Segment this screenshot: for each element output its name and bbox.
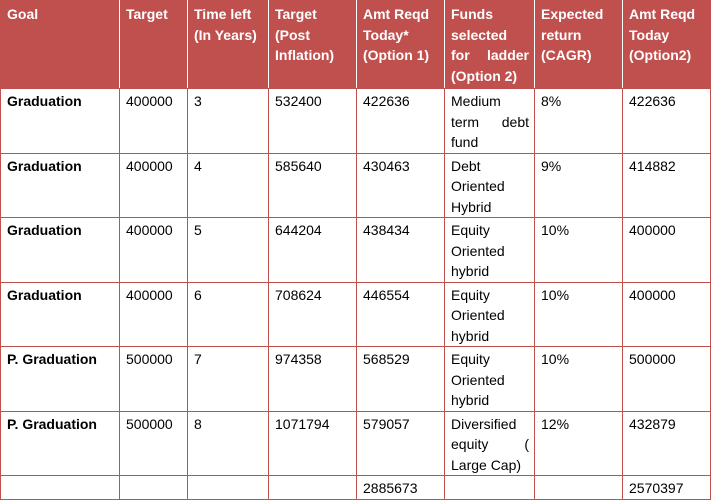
- totals-row: 2885673 2570397: [0, 475, 711, 500]
- table-row: Graduation 400000 6 708624 446554 Equity…: [0, 281, 711, 347]
- cell-time-left: 3: [187, 88, 269, 154]
- header-amt-reqd-option2: Amt Reqd Today (Option2): [622, 0, 711, 89]
- cell-amt-option2: 414882: [622, 152, 711, 218]
- table-row: Graduation 400000 4 585640 430463 Debt O…: [0, 152, 711, 218]
- cell-amt-option2: 400000: [622, 281, 711, 347]
- cell-target-post-inflation: 1071794: [268, 410, 357, 476]
- cell-funds: Equity Oriented hybrid: [444, 281, 535, 347]
- cell-cagr: 12%: [534, 410, 623, 476]
- cell-amt-option1: 568529: [356, 346, 445, 412]
- table-header: Goal Target Time left (In Years) Target …: [0, 0, 711, 89]
- cell-amt-option1: 438434: [356, 217, 445, 283]
- cell-amt-option1: 446554: [356, 281, 445, 347]
- cell-target: 500000: [119, 346, 188, 412]
- cell-time-left: 5: [187, 217, 269, 283]
- cell-target-post-inflation: 974358: [268, 346, 357, 412]
- cell-cagr: 10%: [534, 281, 623, 347]
- cell-target-post-inflation: 585640: [268, 152, 357, 218]
- cell-target-post-inflation: 532400: [268, 88, 357, 154]
- cell-amt-option2: 432879: [622, 410, 711, 476]
- cell-goal: Graduation: [0, 217, 120, 283]
- cell-amt-option2: 500000: [622, 346, 711, 412]
- cell-amt-option1: 579057: [356, 410, 445, 476]
- cell-cagr: 8%: [534, 88, 623, 154]
- cell-cagr: 10%: [534, 217, 623, 283]
- header-goal: Goal: [0, 0, 120, 89]
- cell-target: 400000: [119, 281, 188, 347]
- cell-amt-option1: 430463: [356, 152, 445, 218]
- header-expected-return: Expected return (CAGR): [534, 0, 623, 89]
- cell-target: 500000: [119, 410, 188, 476]
- cell-goal: Graduation: [0, 281, 120, 347]
- cell-funds: Debt Oriented Hybrid: [444, 152, 535, 218]
- header-row: Goal Target Time left (In Years) Target …: [0, 0, 711, 89]
- header-amt-reqd-option1: Amt Reqd Today* (Option 1): [356, 0, 445, 89]
- cell-amt-option2: 422636: [622, 88, 711, 154]
- total-amt-option1: 2885673: [356, 475, 445, 500]
- total-amt-option2: 2570397: [622, 475, 711, 500]
- cell-target: 400000: [119, 152, 188, 218]
- cell-goal: P. Graduation: [0, 410, 120, 476]
- cell-empty: [534, 475, 623, 500]
- cell-cagr: 9%: [534, 152, 623, 218]
- cell-empty: [268, 475, 357, 500]
- cell-empty: [0, 475, 120, 500]
- table-body: Graduation 400000 3 532400 422636 Medium…: [0, 88, 711, 500]
- cell-empty: [444, 475, 535, 500]
- table-row: P. Graduation 500000 7 974358 568529 Equ…: [0, 346, 711, 412]
- cell-target-post-inflation: 708624: [268, 281, 357, 347]
- cell-time-left: 7: [187, 346, 269, 412]
- header-target: Target: [119, 0, 188, 89]
- cell-empty: [119, 475, 188, 500]
- cell-funds: Medium term debt fund: [444, 88, 535, 154]
- cell-time-left: 8: [187, 410, 269, 476]
- cell-cagr: 10%: [534, 346, 623, 412]
- cell-target: 400000: [119, 217, 188, 283]
- cell-target-post-inflation: 644204: [268, 217, 357, 283]
- cell-funds: Equity Oriented hybrid: [444, 346, 535, 412]
- header-target-post-inflation: Target (Post Inflation): [268, 0, 357, 89]
- cell-time-left: 4: [187, 152, 269, 218]
- header-time-left: Time left (In Years): [187, 0, 269, 89]
- cell-empty: [187, 475, 269, 500]
- table-row: Graduation 400000 3 532400 422636 Medium…: [0, 88, 711, 154]
- cell-amt-option2: 400000: [622, 217, 711, 283]
- cell-target: 400000: [119, 88, 188, 154]
- cell-goal: Graduation: [0, 88, 120, 154]
- header-funds-selected: Funds selected for ladder (Option 2): [444, 0, 535, 89]
- table-row: Graduation 400000 5 644204 438434 Equity…: [0, 217, 711, 283]
- cell-goal: Graduation: [0, 152, 120, 218]
- cell-funds: Diversified equity ( Large Cap): [444, 410, 535, 476]
- table-row: P. Graduation 500000 8 1071794 579057 Di…: [0, 410, 711, 476]
- cell-time-left: 6: [187, 281, 269, 347]
- cell-funds: Equity Oriented hybrid: [444, 217, 535, 283]
- cell-amt-option1: 422636: [356, 88, 445, 154]
- cell-goal: P. Graduation: [0, 346, 120, 412]
